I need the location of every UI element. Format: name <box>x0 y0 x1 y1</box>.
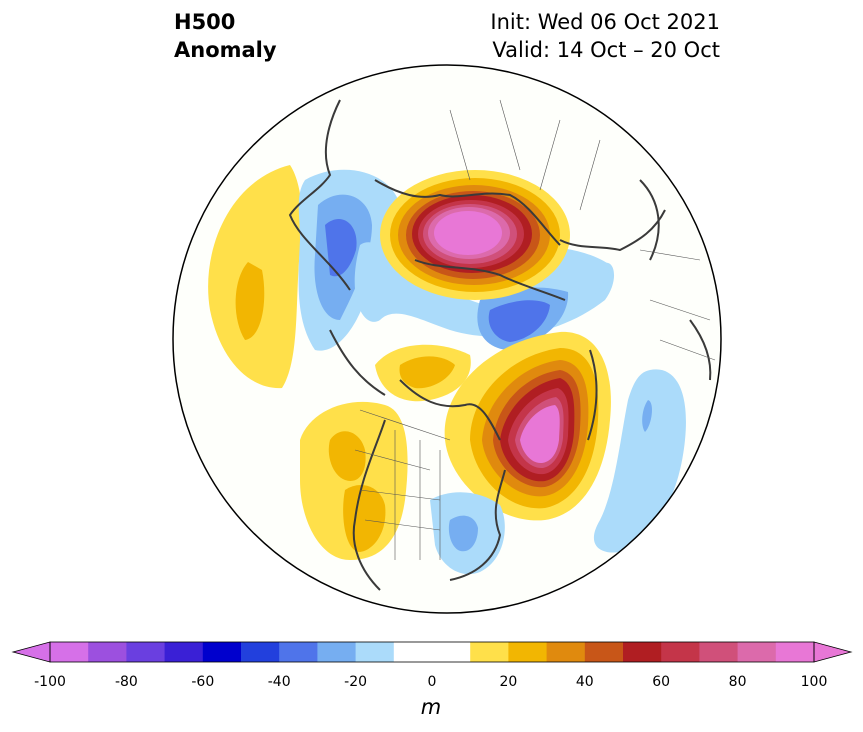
anomaly-east-siberia <box>298 169 401 351</box>
colorbar-tick-label: 20 <box>499 674 518 690</box>
colorbar-tick-label: -20 <box>344 674 368 690</box>
colorbar-extend-high <box>813 641 853 663</box>
colorbar-extend-low <box>11 641 51 663</box>
polar-map <box>172 64 722 614</box>
valid-period: Valid: 14 Oct – 20 Oct <box>492 38 720 62</box>
colorbar-segment <box>317 642 357 662</box>
colorbar-tick-label: -40 <box>267 674 291 690</box>
anomaly-greenland-positive <box>444 331 611 521</box>
colorbar-tick-label: -100 <box>34 674 66 690</box>
map-boundary <box>172 64 722 614</box>
colorbar <box>11 641 853 663</box>
colorbar-segment <box>126 642 166 662</box>
title-left: H500 Anomaly <box>174 8 277 64</box>
colorbar-segment <box>661 642 700 662</box>
colorbar-frame <box>49 641 815 663</box>
coastlines <box>288 99 712 591</box>
colorbar-segment <box>88 642 127 662</box>
colorbar-segments <box>50 642 815 662</box>
title-right: Init: Wed 06 Oct 2021 Valid: 14 Oct – 20… <box>490 8 720 64</box>
colorbar-segment <box>393 642 471 662</box>
colorbar-segment <box>470 642 509 662</box>
anomaly-east-us <box>430 492 505 575</box>
colorbar-segment <box>775 642 815 662</box>
anomaly-fields <box>208 99 716 591</box>
anomaly-west-north-america <box>300 401 408 560</box>
init-time: Init: Wed 06 Oct 2021 <box>490 10 720 34</box>
anomaly-siberia-positive <box>380 170 570 300</box>
colorbar-tick-label: -60 <box>191 674 215 690</box>
colorbar-segment <box>279 642 318 662</box>
colorbar-segment <box>50 642 89 662</box>
colorbar-unit-label: m <box>420 695 442 719</box>
colorbar-segment <box>241 642 280 662</box>
field-title: H500 <box>174 10 236 34</box>
colorbar-tick-label: 100 <box>800 674 828 690</box>
anomaly-north-pacific <box>208 165 302 389</box>
anomaly-title: Anomaly <box>174 38 277 62</box>
colorbar-tick-label: -80 <box>114 674 138 690</box>
colorbar-tick-label: 80 <box>728 674 747 690</box>
colorbar-segment <box>546 642 586 662</box>
colorbar-segment <box>623 642 662 662</box>
borders <box>354 99 716 560</box>
colorbar-segment <box>699 642 739 662</box>
colorbar-tick-label: 40 <box>575 674 594 690</box>
colorbar-segment <box>164 642 204 662</box>
colorbar-segment <box>202 642 242 662</box>
colorbar-segment <box>355 642 395 662</box>
colorbar-tick-label: 60 <box>652 674 671 690</box>
colorbar-segment <box>737 642 777 662</box>
colorbar-segment <box>584 642 624 662</box>
colorbar-tick-label: 0 <box>427 674 437 690</box>
colorbar-segment <box>508 642 548 662</box>
anomaly-alaska <box>375 344 471 402</box>
